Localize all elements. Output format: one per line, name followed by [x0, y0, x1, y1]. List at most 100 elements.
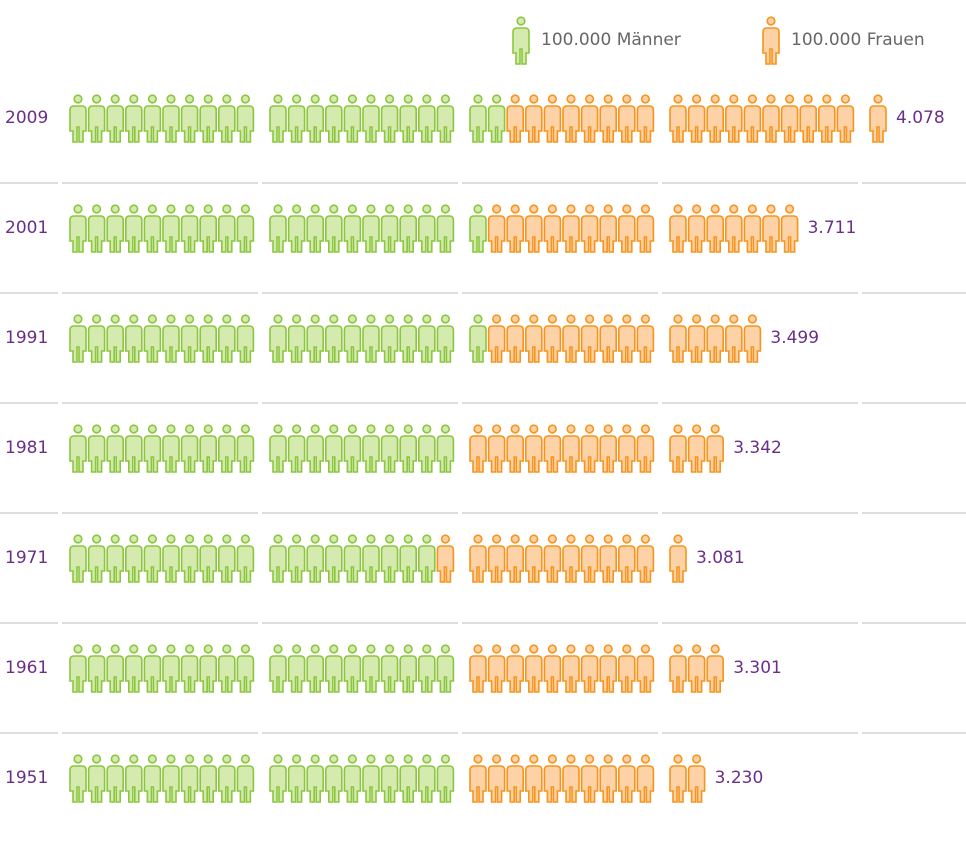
- person-icon: [618, 424, 636, 473]
- person-icon-part: [422, 534, 432, 544]
- person-icon-part: [725, 215, 743, 253]
- person-icon-part: [166, 204, 176, 214]
- person-icon-part: [273, 534, 283, 544]
- person-icon: [487, 534, 506, 583]
- person-icon: [325, 534, 343, 583]
- person-icon-part: [273, 754, 283, 764]
- person-icon-part: [343, 325, 362, 363]
- person-icon-part: [199, 545, 217, 583]
- person-icon: [143, 754, 162, 803]
- person-icon-part: [440, 754, 451, 764]
- person-icon: [762, 94, 780, 143]
- person-icon-part: [306, 105, 324, 143]
- person-icon-part: [110, 534, 120, 544]
- person-icon: [343, 644, 362, 693]
- person-icon-part: [129, 314, 139, 324]
- person-icon: [199, 314, 217, 363]
- person-icon-part: [385, 644, 395, 654]
- person-icon-part: [306, 655, 324, 693]
- person-icon-part: [529, 94, 539, 104]
- person-icon-part: [143, 325, 162, 363]
- person-icon: [399, 204, 417, 253]
- person-icon-part: [510, 644, 520, 654]
- person-icon-part: [469, 545, 487, 583]
- person-icon-part: [603, 94, 613, 104]
- person-icon: [380, 754, 399, 803]
- person-icon-part: [106, 545, 124, 583]
- person-icon-part: [325, 545, 343, 583]
- person-icon: [362, 534, 380, 583]
- person-icon-part: [110, 314, 120, 324]
- person-icon-part: [622, 644, 632, 654]
- person-icon: [287, 314, 306, 363]
- person-icon: [162, 94, 180, 143]
- person-icon: [143, 204, 162, 253]
- person-icon-part: [510, 204, 520, 214]
- person-icon-part: [687, 765, 706, 803]
- person-icon-part: [636, 325, 655, 363]
- person-icon-part: [399, 655, 417, 693]
- person-icon-part: [743, 105, 762, 143]
- total-label: 3.499: [770, 328, 819, 348]
- person-icon-part: [143, 435, 162, 473]
- person-icon: [618, 534, 636, 583]
- person-icon: [836, 94, 855, 143]
- person-icon-part: [310, 754, 320, 764]
- person-icon: [436, 314, 455, 363]
- person-icon: [706, 204, 724, 253]
- person-icon: [106, 534, 124, 583]
- person-icon-part: [584, 94, 595, 104]
- person-icon: [87, 424, 106, 473]
- person-icon-part: [399, 765, 417, 803]
- person-icon-part: [403, 94, 413, 104]
- person-icon: [106, 644, 124, 693]
- person-icon-part: [166, 644, 176, 654]
- person-icon-part: [766, 94, 776, 104]
- person-icon: [687, 424, 706, 473]
- person-icon: [706, 644, 724, 693]
- person-icon-part: [218, 765, 236, 803]
- person-icon: [380, 314, 399, 363]
- person-icon-part: [747, 94, 758, 104]
- person-icon: [543, 424, 562, 473]
- person-icon: [436, 204, 455, 253]
- person-icon: [543, 534, 562, 583]
- person-icon-part: [710, 644, 720, 654]
- person-icon: [725, 204, 743, 253]
- person-icon-part: [487, 325, 506, 363]
- person-icon-part: [143, 545, 162, 583]
- person-icon: [525, 204, 543, 253]
- person-icon: [199, 644, 217, 693]
- person-icon: [562, 754, 580, 803]
- person-icon-part: [636, 105, 655, 143]
- person-icon-part: [329, 94, 339, 104]
- person-icon-part: [599, 435, 617, 473]
- person-icon: [418, 424, 436, 473]
- person-icon-part: [236, 765, 255, 803]
- person-icon-part: [218, 655, 236, 693]
- person-icon-part: [525, 435, 543, 473]
- person-icon: [399, 314, 417, 363]
- person-icon-part: [669, 435, 687, 473]
- person-icon-part: [529, 754, 539, 764]
- person-icon-part: [487, 435, 506, 473]
- person-icon: [487, 754, 506, 803]
- person-icon-part: [110, 754, 120, 764]
- person-icon-part: [506, 545, 524, 583]
- person-icon: [162, 314, 180, 363]
- year-label: 2009: [5, 108, 48, 128]
- person-icon-part: [473, 94, 483, 104]
- person-icon-part: [147, 314, 157, 324]
- person-icon-part: [73, 424, 83, 434]
- person-icon: [687, 754, 706, 803]
- person-icon-part: [525, 325, 543, 363]
- person-icon-part: [580, 325, 599, 363]
- person-icon-part: [129, 204, 139, 214]
- person-icon-part: [91, 314, 102, 324]
- person-icon-part: [506, 325, 524, 363]
- person-icon-part: [287, 325, 306, 363]
- person-icon-part: [710, 314, 720, 324]
- person-icon-part: [784, 94, 795, 104]
- person-icon-part: [166, 424, 176, 434]
- person-icon-part: [706, 325, 724, 363]
